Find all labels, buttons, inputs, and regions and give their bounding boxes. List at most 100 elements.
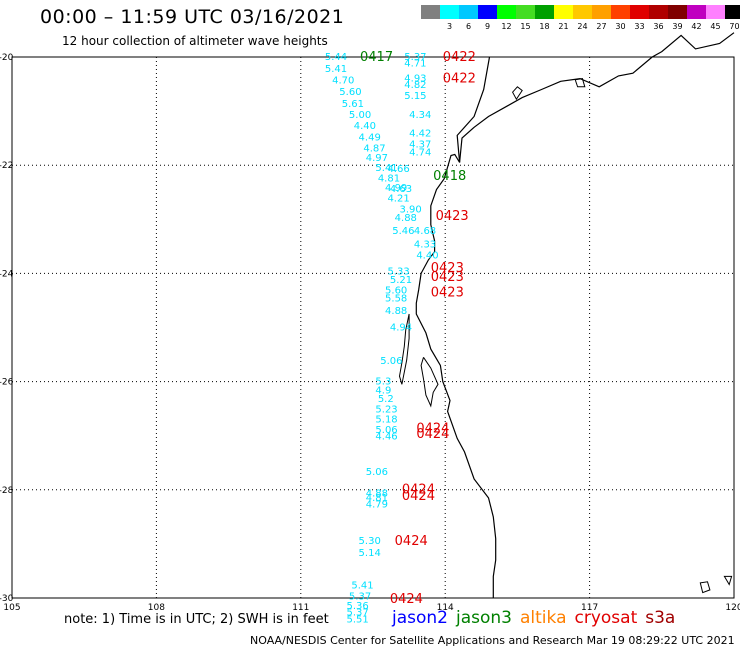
legend-cryosat: cryosat [574,608,638,628]
wave-height-value: 4.37 [409,140,431,151]
wave-height-value: 5.18 [375,414,397,425]
footer-note: note: 1) Time is in UTC; 2) SWH is in fe… [64,612,329,627]
scale-swatch [440,5,459,19]
scale-label: 45 [710,22,721,31]
wave-height-value: 4.49 [359,133,381,144]
wave-height-value: 5.37 [347,608,369,619]
lon-tick-label: 114 [437,603,454,613]
legend-jason2: jason2 [392,608,448,628]
wave-height-value: 5.33 [387,267,409,278]
wave-height-value: 4.74 [409,148,431,159]
wave-height-value: 4.93 [404,74,426,85]
scale-label: 42 [691,22,702,31]
wave-height-value: 4.70 [332,76,354,87]
wave-height-value: 4.33 [414,240,436,251]
scale-swatch [516,5,535,19]
scale-label: 15 [520,22,531,31]
wave-height-value: 5.30 [359,536,381,547]
lon-tick-label: 117 [581,603,598,613]
wave-height-value: 4.88 [385,306,407,317]
wave-height-value: 5.51 [347,615,369,626]
scale-swatch [421,5,440,19]
wave-height-value: 5.60 [385,286,407,297]
shark-bay [420,357,439,408]
scale-swatch [592,5,611,19]
wave-height-value: 5.06 [366,467,388,478]
pass-time-label: 0423 [431,261,464,276]
lon-tick-label: 108 [148,603,165,613]
scale-swatch [668,5,687,19]
wave-height-value: 5.36 [347,601,369,612]
scale-swatch [478,5,497,19]
wave-height-value: 5.41 [325,64,347,75]
wave-height-value: 4.87 [363,143,385,154]
pass-time-label: 0424 [390,592,423,607]
pass-time-label: 0422 [443,72,476,87]
island [723,575,733,586]
wave-height-value: 5.61 [342,99,364,110]
scale-swatch [687,5,706,19]
satellite-legend: jason2 jason3 altika cryosat s3a [392,608,683,628]
wave-height-value: 5.06 [375,425,397,436]
coastline-north [459,32,735,163]
wave-height-value: 4.79 [366,499,388,510]
color-scale [421,5,740,19]
wave-height-value: 5.3 [375,377,391,388]
scale-swatch [573,5,592,19]
wave-height-value: 5.15 [404,91,426,102]
wave-height-labels: 5.445.414.705.605.615.004.404.494.874.97… [325,52,439,626]
wave-height-value: 4.21 [387,194,409,205]
wave-height-value: 4.9 [375,386,391,397]
wave-height-value: 5.44 [325,52,347,63]
scale-label: 12 [501,22,512,31]
footer-credit: NOAA/NESDIS Center for Satellite Applica… [250,634,735,647]
wave-height-value: 5.00 [349,110,371,121]
lon-tick-label: 120 [725,603,740,613]
wave-height-value: 4.46 [375,432,397,443]
wave-height-value: 4.40 [416,250,438,261]
map-title: 00:00 – 11:59 UTC 03/16/2021 [40,6,345,28]
pass-time-label: 0424 [395,534,428,549]
wave-height-value: 4.99 [385,183,407,194]
lat-tick-label: -22 [0,161,13,171]
wave-height-value: 5.60 [339,87,361,98]
coastline-layer [398,32,735,598]
island [511,86,523,101]
pass-time-label: 0423 [431,285,464,300]
wave-height-value: 4.81 [366,493,388,504]
scale-label: 9 [484,22,491,31]
scale-label: 30 [615,22,626,31]
wave-height-value: 4.42 [409,129,431,140]
lat-tick-label: -20 [0,53,14,63]
axis-ticks: 105 108 111 114 117 120 -20 -22 -24 -26 -28 -30 [0,53,740,613]
pass-time-label: 0424 [402,483,435,498]
wave-height-value: 4.81 [378,174,400,185]
wave-height-value: 4.94 [390,322,412,333]
coastline-west [415,56,497,598]
wave-height-value: 5.41 [351,580,373,591]
lat-tick-label: -24 [0,269,14,279]
wave-height-value: 5.37 [349,591,371,602]
pass-time-label: 0424 [416,427,449,442]
scale-label: 21 [558,22,569,31]
wave-height-value: 4.88 [395,213,417,224]
wave-height-value: 3.90 [399,204,421,215]
legend-altika: altika [520,608,567,628]
scale-label: 33 [634,22,645,31]
map-frame [11,56,735,599]
scale-label: 24 [577,22,588,31]
lat-tick-label: -26 [0,378,14,388]
scale-label: 70 [729,22,740,31]
pass-time-label: 0417 [360,50,393,65]
wave-height-value: 5.23 [375,405,397,416]
island [398,313,410,385]
wave-height-value: 4.82 [404,80,426,91]
scale-label: 36 [653,22,664,31]
scale-swatch [611,5,630,19]
scale-label: 3 [446,22,453,31]
wave-height-value: 4.34 [409,110,431,121]
legend-jason3: jason3 [456,608,512,628]
wave-height-value: 5.2 [378,394,394,405]
pass-time-label: 0423 [436,209,469,224]
